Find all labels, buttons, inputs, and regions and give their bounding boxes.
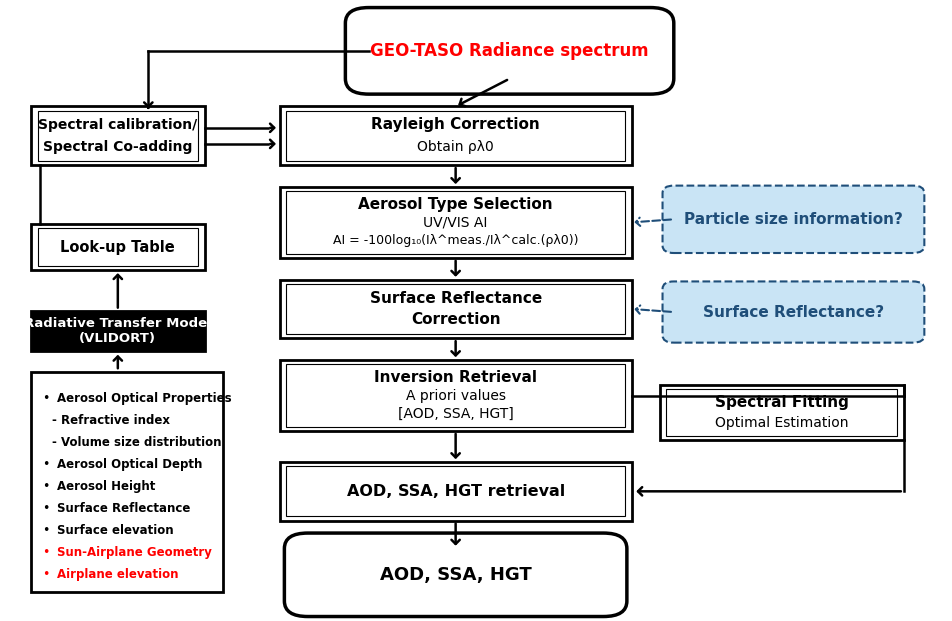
Bar <box>37 229 198 266</box>
Text: - Volume size distribution: - Volume size distribution <box>51 436 221 449</box>
FancyBboxPatch shape <box>663 186 924 253</box>
FancyBboxPatch shape <box>285 533 626 617</box>
Text: Spectral calibration/: Spectral calibration/ <box>38 118 197 132</box>
Text: AOD, SSA, HGT: AOD, SSA, HGT <box>380 566 531 584</box>
Text: Rayleigh Correction: Rayleigh Correction <box>371 117 540 132</box>
Text: Optimal Estimation: Optimal Estimation <box>715 416 848 430</box>
FancyBboxPatch shape <box>346 7 674 94</box>
Bar <box>31 310 205 351</box>
Text: GEO-TASO Radiance spectrum: GEO-TASO Radiance spectrum <box>370 42 649 60</box>
Text: AOD, SSA, HGT retrieval: AOD, SSA, HGT retrieval <box>347 484 565 499</box>
Text: [AOD, SSA, HGT]: [AOD, SSA, HGT] <box>398 407 513 421</box>
Text: Particle size information?: Particle size information? <box>684 212 902 227</box>
Text: Surface Reflectance: Surface Reflectance <box>369 291 542 306</box>
Bar <box>280 187 631 258</box>
Text: Surface Reflectance: Surface Reflectance <box>57 502 190 515</box>
Text: Airplane elevation: Airplane elevation <box>57 568 179 581</box>
Text: •: • <box>42 458 50 471</box>
Text: Spectral Co-adding: Spectral Co-adding <box>43 140 192 154</box>
Text: AI = -100log₁₀(Iλ^meas./Iλ^calc.(ρλ0)): AI = -100log₁₀(Iλ^meas./Iλ^calc.(ρλ0)) <box>333 234 579 247</box>
Bar <box>280 360 631 431</box>
Text: •: • <box>42 480 50 493</box>
Bar <box>280 106 631 165</box>
Bar <box>37 111 198 161</box>
Text: Sun-Airplane Geometry: Sun-Airplane Geometry <box>57 546 212 559</box>
Text: Surface Reflectance?: Surface Reflectance? <box>703 304 884 320</box>
Text: Aerosol Height: Aerosol Height <box>57 480 156 493</box>
FancyBboxPatch shape <box>663 281 924 343</box>
Text: Radiative Transfer Model: Radiative Transfer Model <box>24 317 211 330</box>
Bar <box>31 106 205 165</box>
Bar <box>666 389 897 436</box>
Bar <box>660 384 903 440</box>
Text: •: • <box>42 546 50 559</box>
Text: UV/VIS AI: UV/VIS AI <box>424 215 487 229</box>
Bar <box>287 284 625 334</box>
Text: Spectral Fitting: Spectral Fitting <box>715 395 848 410</box>
Bar <box>31 224 205 270</box>
Text: A priori values: A priori values <box>406 389 506 402</box>
Text: •: • <box>42 392 50 406</box>
Bar <box>287 365 625 427</box>
Text: Inversion Retrieval: Inversion Retrieval <box>374 369 537 384</box>
Text: •: • <box>42 568 50 581</box>
Text: Obtain ρλ0: Obtain ρλ0 <box>417 140 494 154</box>
Bar <box>287 466 625 517</box>
Bar <box>280 462 631 520</box>
Text: - Refractive index: - Refractive index <box>51 414 169 427</box>
Text: Aerosol Type Selection: Aerosol Type Selection <box>358 197 553 212</box>
Text: •: • <box>42 524 50 537</box>
Text: •: • <box>42 502 50 515</box>
Bar <box>31 373 224 592</box>
Text: Surface elevation: Surface elevation <box>57 524 174 537</box>
Bar <box>280 279 631 338</box>
Text: Aerosol Optical Properties: Aerosol Optical Properties <box>57 392 232 406</box>
Text: (VLIDORT): (VLIDORT) <box>79 332 156 345</box>
Text: Aerosol Optical Depth: Aerosol Optical Depth <box>57 458 203 471</box>
Text: Correction: Correction <box>411 312 501 327</box>
Text: Look-up Table: Look-up Table <box>60 240 175 255</box>
Bar <box>287 191 625 253</box>
Bar <box>287 111 625 161</box>
